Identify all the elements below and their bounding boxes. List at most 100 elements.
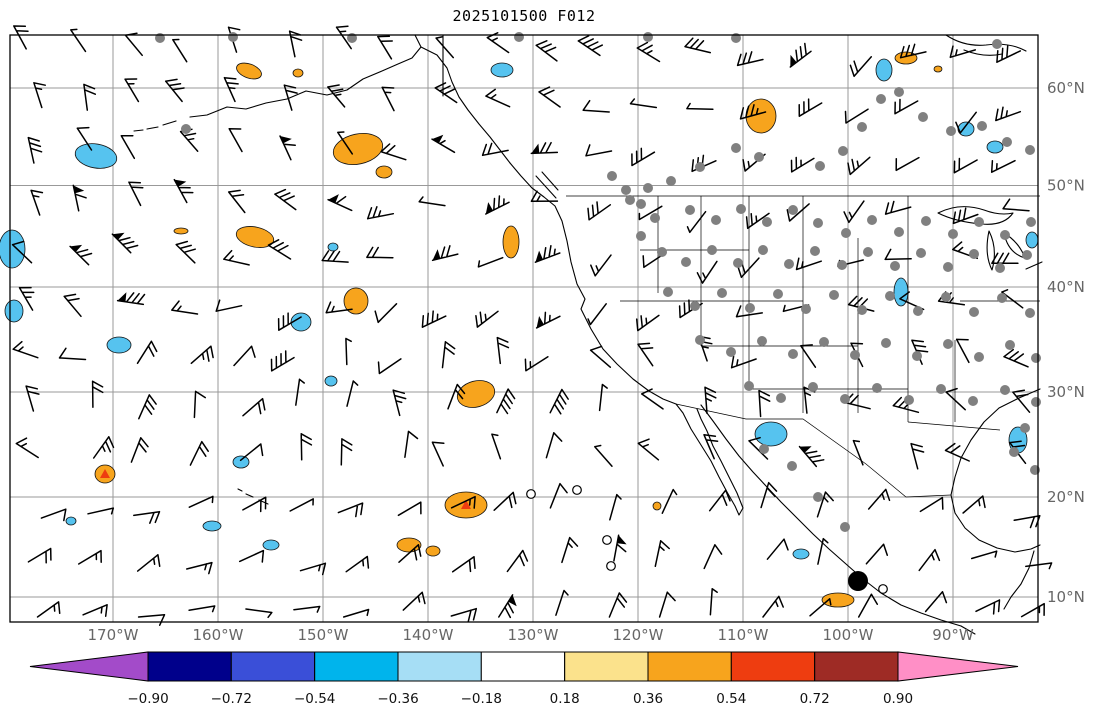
wind-barb [1013,515,1041,529]
wind-barb [918,548,941,572]
wind-barb [441,341,456,369]
wind-barb [613,534,627,562]
negative-anomaly-region [0,229,26,269]
wind-barb-pennant [280,136,292,144]
negative-anomaly-region [106,336,132,354]
wind-barb [486,32,510,54]
wind-barb [892,396,920,414]
station-dot [837,260,847,270]
x-tick-label: 150°W [298,626,349,644]
wind-barb [955,111,977,134]
wind-barbs [11,25,1053,626]
station-dot [726,347,736,357]
wind-barb [70,28,87,53]
wind-barb [15,437,39,459]
colorbar-segment [730,651,816,682]
open-circle-marker [526,489,536,499]
station-dot [621,185,631,195]
station-dot [681,257,691,267]
station-dot [863,247,873,257]
wind-barb [735,305,763,318]
wind-barb [242,496,267,513]
wind-barb [120,134,136,160]
wind-barb [852,439,864,466]
station-dot [625,195,635,205]
station-dot [974,352,984,362]
colorbar-tick-label: −0.54 [294,691,335,707]
station-dot [695,162,705,172]
wind-barb [327,195,353,212]
wind-barb [173,178,194,204]
wind-barb [283,84,298,111]
coastline-path [986,230,995,271]
x-tick-label: 160°W [193,626,244,644]
wind-barb [245,608,273,619]
positive-anomaly-region [375,165,393,179]
colorbar-segment [564,651,649,682]
station-dot [1020,423,1030,433]
wind-barb [11,240,33,264]
negative-anomaly-region [792,548,810,560]
wind-barb [585,144,613,157]
wind-barb-pennant [70,244,83,252]
colorbar-segment [230,651,316,682]
coastline-path [566,240,744,516]
negative-anomaly-region [875,58,893,82]
coastline-path [189,34,422,118]
wind-barb [137,614,166,626]
station-dot [918,112,928,122]
station-dot [921,216,931,226]
positive-anomaly-region [821,592,855,608]
wind-barb [270,350,295,372]
wind-barb [748,436,769,460]
wind-barb [786,203,810,222]
wind-barb [762,595,784,618]
negative-anomaly-region [986,140,1004,154]
station-dot [1031,397,1041,407]
positive-anomaly-region [502,225,520,259]
negative-anomaly-region [327,242,339,252]
wind-barb [952,207,979,225]
wind-barb [1003,348,1029,368]
colorbar-tick-label: 0.54 [716,691,746,707]
station-dot [904,395,914,405]
negative-anomaly-region [65,516,77,526]
wind-barb [377,35,393,60]
station-dot [813,218,823,228]
coastline-path [535,171,559,199]
wind-barb [493,491,517,511]
wind-barb [293,605,321,613]
border-path [907,421,1001,431]
wind-barb-pennant [174,179,187,187]
wind-barb [739,104,767,120]
colorbar-tick-label: −0.36 [377,691,418,707]
wind-barb [661,488,678,514]
wind-barb [345,337,352,366]
station-dot [857,122,867,132]
wind-barb [398,544,422,563]
station-dot [885,291,895,301]
station-dot [1022,250,1032,260]
wind-barb [402,591,426,611]
wind-barb [561,536,579,564]
positive-anomaly-region [292,68,304,78]
x-tick-label: 100°W [823,626,874,644]
wind-barb [736,51,764,67]
wind-barb [477,256,504,268]
wind-barb [817,537,829,565]
colorbar-labels: −0.90 −0.72 −0.54 −0.36 −0.18 0.18 0.36 0.54 0.7… [127,691,913,707]
coastline-path [133,120,177,132]
negative-anomaly-region [262,539,280,551]
wind-barb-pennant [535,250,543,263]
wind-barb [867,488,891,510]
shaded-regions [0,51,1039,608]
wind-barb [629,98,658,109]
wind-barb [295,378,305,406]
wind-barb [171,300,199,315]
wind-barb [590,254,612,277]
wind-barb [335,25,352,50]
colorbar-segment [647,651,732,682]
coastline-path [509,162,568,242]
wind-barb [27,136,43,164]
wind-barb [223,76,239,103]
